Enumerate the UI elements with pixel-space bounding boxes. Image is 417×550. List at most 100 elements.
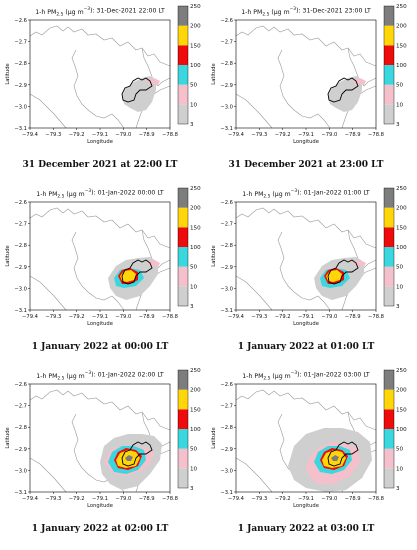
province-boundary-line <box>29 389 171 431</box>
y-tick-label: −2.7 <box>14 222 27 228</box>
colorbar-tick-label: 200 <box>190 206 201 212</box>
title-part: ): 01-Jan-2022 03:00 LT <box>297 372 370 379</box>
x-tick-label: −79.1 <box>298 132 314 138</box>
colorbar-tick-label: 100 <box>190 427 201 433</box>
y-tick-label: −2.6 <box>14 200 27 206</box>
x-tick-label: −79.0 <box>321 314 337 320</box>
title-part: (µg m <box>64 373 84 380</box>
colorbar-tick-label: 3 <box>190 486 194 492</box>
x-tick-label: −79.1 <box>298 496 314 502</box>
colorbar-segment-pm-200-250 <box>384 370 394 390</box>
colorbar-tick-label: 200 <box>396 24 407 30</box>
title-part: 2.5 <box>263 376 270 382</box>
city-outline <box>327 77 359 103</box>
x-tick-label: −79.0 <box>115 132 131 138</box>
y-tick-label: −2.8 <box>14 425 27 431</box>
x-tick-label: −78.9 <box>345 314 361 320</box>
y-tick-label: −2.7 <box>14 404 27 410</box>
title-part: 2.5 <box>57 376 64 382</box>
x-tick-label: −79.4 <box>22 314 39 320</box>
colorbar-tick-label: 250 <box>190 368 201 374</box>
x-tick-label: −79.0 <box>321 132 337 138</box>
colorbar-tick-label: 250 <box>396 186 407 192</box>
x-axis-label: Longitude <box>293 503 319 509</box>
y-tick-label: −3.1 <box>220 126 233 132</box>
x-tick-label: −78.9 <box>139 496 155 502</box>
x-tick-label: −79.2 <box>69 132 85 138</box>
x-tick-label: −79.3 <box>251 132 267 138</box>
province-boundary-line <box>235 25 377 67</box>
panel-caption: 1 January 2022 at 00:00 LT <box>32 342 169 352</box>
title-part: (µg m <box>269 9 289 16</box>
pm25-contour-pm-10-50 <box>146 78 160 85</box>
title-part: 2.5 <box>56 12 63 18</box>
x-axis-label: Longitude <box>87 321 113 327</box>
colorbar-segment-pm-100-150 <box>384 45 394 65</box>
colorbar-tick-label: 250 <box>190 186 201 192</box>
y-axis-label: Latitude <box>5 245 11 266</box>
map-area <box>236 20 376 128</box>
y-axis-label: Latitude <box>211 427 217 448</box>
x-tick-label: −79.4 <box>22 132 39 138</box>
y-tick-label: −3.0 <box>14 468 27 474</box>
colorbar-tick-label: 50 <box>396 83 404 89</box>
y-tick-label: −2.8 <box>220 243 233 249</box>
y-tick-label: −2.8 <box>14 61 27 67</box>
title-part: ): 01-Jan-2022 02:00 LT <box>91 372 164 379</box>
province-boundary-line <box>235 389 377 431</box>
colorbar-tick-label: 3 <box>190 122 194 128</box>
colorbar-tick-label: 250 <box>396 4 407 10</box>
boundary-lines <box>235 25 377 129</box>
pm25-contour-pm-200-250 <box>331 455 339 461</box>
colorbar-segment-pm-150-200 <box>384 25 394 46</box>
y-tick-label: −2.7 <box>220 222 233 228</box>
y-tick-label: −3.1 <box>220 308 233 314</box>
colorbar-segment-pm-10-50 <box>178 448 188 469</box>
x-axis-label: Longitude <box>293 139 319 145</box>
title-part: −3 <box>85 370 92 376</box>
panel-caption: 1 January 2022 at 01:00 LT <box>238 342 375 352</box>
colorbar-segment-pm-200-250 <box>178 370 188 390</box>
y-tick-label: −2.6 <box>220 382 233 388</box>
panel-caption: 1 January 2022 at 02:00 LT <box>32 524 169 534</box>
colorbar-tick-label: 200 <box>396 206 407 212</box>
x-tick-label: −79.2 <box>69 496 85 502</box>
y-tick-label: −2.9 <box>14 83 27 89</box>
colorbar-tick-label: 150 <box>396 43 407 49</box>
colorbar-segment-pm-3-10 <box>384 468 394 488</box>
colorbar-segment-pm-200-250 <box>178 6 188 26</box>
y-tick-label: −3.1 <box>14 490 27 496</box>
y-axis-label: Latitude <box>211 245 217 266</box>
y-axis-label: Latitude <box>5 63 11 84</box>
title-part: (µg m <box>270 373 290 380</box>
x-tick-label: −79.3 <box>45 314 61 320</box>
x-tick-label: −78.9 <box>345 496 361 502</box>
title-part: 1-h PM <box>242 373 263 380</box>
colorbar-tick-label: 10 <box>396 466 404 472</box>
x-tick-label: −79.1 <box>298 314 314 320</box>
colorbar-segment-pm-3-10 <box>178 286 188 306</box>
y-tick-label: −3.0 <box>220 104 233 110</box>
boundary-lines <box>235 207 377 311</box>
x-tick-label: −79.2 <box>275 314 291 320</box>
province-boundary-line <box>277 231 331 311</box>
x-tick-label: −79.3 <box>45 496 61 502</box>
title-part: −3 <box>291 370 298 376</box>
panel-caption: 31 December 2021 at 22:00 LT <box>23 160 178 170</box>
y-tick-label: −3.1 <box>14 308 27 314</box>
x-tick-label: −79.4 <box>228 496 245 502</box>
province-boundary-line <box>71 49 125 129</box>
colorbar-tick-label: 10 <box>396 102 404 108</box>
colorbar-tick-label: 50 <box>190 447 198 453</box>
colorbar-frame <box>177 187 189 307</box>
colorbar-segment-pm-100-150 <box>178 227 188 247</box>
province-boundary-line <box>29 207 171 249</box>
pm25-contour-pm-10-50 <box>352 260 366 267</box>
title-part: ): 01-Jan-2022 00:00 LT <box>91 190 164 197</box>
colorbar-segment-pm-100-150 <box>384 409 394 429</box>
colorbar-tick-label: 50 <box>190 83 198 89</box>
pm25-contour-pm-200-250 <box>125 455 133 461</box>
colorbar-segment-pm-10-50 <box>178 84 188 105</box>
panel-title: 1-h PM2.5 (µg m−3): 01-Jan-2022 01:00 LT <box>242 188 370 200</box>
panel-caption: 31 December 2021 at 23:00 LT <box>229 160 384 170</box>
